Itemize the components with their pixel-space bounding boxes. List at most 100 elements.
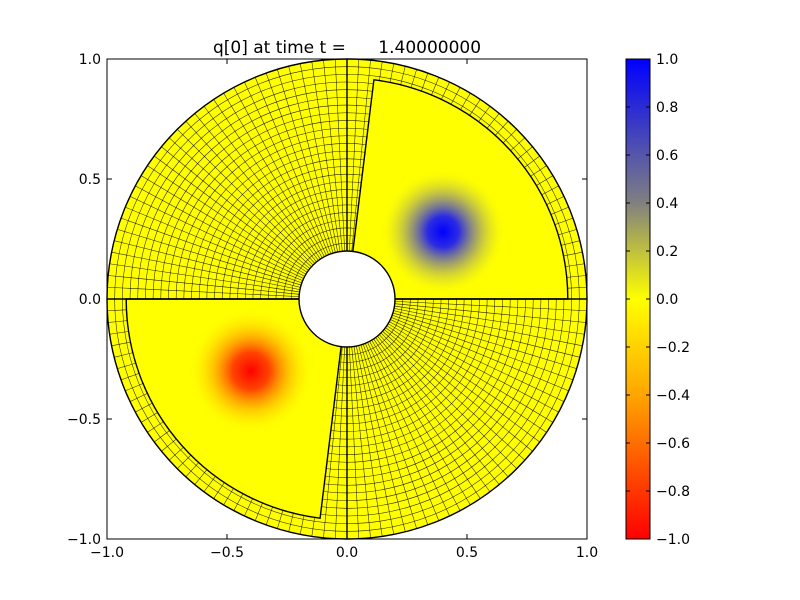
mesh-radial-line bbox=[147, 165, 308, 273]
mesh-radial-line bbox=[360, 344, 417, 529]
mesh-arc bbox=[325, 298, 526, 478]
mesh-arc bbox=[145, 97, 372, 300]
mesh-radial-line bbox=[566, 275, 586, 278]
y-axis: −1.0 −0.5 0.0 0.5 1.0 bbox=[67, 52, 587, 548]
mesh-radial-line bbox=[154, 430, 170, 443]
mesh-radial-line bbox=[349, 346, 360, 539]
mesh-radial-line bbox=[185, 462, 199, 478]
mesh-arc bbox=[260, 212, 358, 300]
mesh-arc bbox=[334, 298, 450, 401]
mesh-radial-line bbox=[323, 60, 343, 252]
mesh-radial-line bbox=[323, 346, 343, 538]
colorbar-tick-label: 0.6 bbox=[656, 148, 678, 164]
mesh-radial-line bbox=[373, 338, 481, 499]
mesh-radial-line bbox=[486, 113, 500, 129]
mesh-radial-line bbox=[565, 263, 585, 267]
mesh-radial-line bbox=[450, 87, 461, 105]
mesh-arc bbox=[137, 89, 373, 300]
mesh-radial-line bbox=[233, 493, 244, 511]
mesh-radial-line bbox=[441, 81, 450, 100]
mesh-radial-line bbox=[233, 87, 325, 257]
mesh-radial-line bbox=[379, 334, 509, 478]
mesh-radial-line bbox=[108, 320, 128, 323]
mesh-radial-line bbox=[194, 113, 317, 263]
mesh-arc bbox=[221, 173, 363, 300]
mesh-radial-line bbox=[135, 185, 305, 277]
mesh-arc bbox=[252, 204, 359, 300]
mesh-radial-line bbox=[107, 286, 300, 297]
mesh-arc bbox=[330, 298, 480, 432]
positive-blob bbox=[380, 169, 506, 295]
mesh-arc bbox=[275, 227, 356, 300]
mesh-radial-line bbox=[203, 106, 319, 261]
mesh-radial-line bbox=[334, 346, 345, 539]
mesh-radial-line bbox=[478, 106, 491, 122]
x-tick-label: 1.0 bbox=[576, 545, 598, 561]
colorbar-tick-label: −0.4 bbox=[656, 388, 690, 404]
colorbar-tick-label: −0.6 bbox=[656, 436, 690, 452]
colorbar: 1.0 0.8 0.6 0.4 0.2 0.0 −0.2 −0.4 −0.6 −0.8 −1.0 bbox=[625, 52, 690, 548]
colorbar-ticks: 1.0 0.8 0.6 0.4 0.2 0.0 −0.2 −0.4 −0.6 −0.8 −1.0 bbox=[626, 52, 690, 548]
mesh-radial-line bbox=[223, 93, 323, 258]
mesh-radial-line bbox=[265, 72, 332, 254]
colorbar-tick-label: 0.8 bbox=[656, 100, 678, 116]
mesh-radial-line bbox=[392, 312, 577, 369]
mesh-radial-line bbox=[358, 345, 406, 532]
y-tick-label: −0.5 bbox=[67, 412, 101, 428]
mesh-radial-line bbox=[311, 61, 341, 252]
mesh-arc bbox=[160, 112, 370, 300]
mesh-radial-line bbox=[567, 286, 587, 289]
mesh-radial-line bbox=[353, 346, 383, 537]
mesh-radial-line bbox=[114, 352, 133, 358]
mesh-radial-line bbox=[546, 196, 565, 205]
mesh-radial-line bbox=[177, 129, 314, 266]
mesh-radial-line bbox=[111, 341, 131, 347]
mesh-radial-line bbox=[367, 342, 450, 517]
mesh-radial-line bbox=[558, 229, 577, 236]
mesh-radial-line bbox=[117, 229, 302, 286]
mesh-radial-line bbox=[362, 344, 429, 526]
mesh-radial-line bbox=[277, 510, 284, 529]
mesh-arc bbox=[168, 120, 369, 300]
y-tick-label: 0.5 bbox=[79, 172, 101, 188]
mesh-arc bbox=[338, 298, 419, 371]
mesh-radial-line bbox=[349, 59, 360, 252]
mesh-arc bbox=[244, 197, 360, 300]
mesh-radial-line bbox=[117, 362, 136, 369]
mesh-radial-line bbox=[375, 337, 491, 492]
mesh-arc bbox=[327, 298, 511, 463]
mesh-arc bbox=[329, 298, 488, 440]
mesh-arc bbox=[320, 298, 565, 517]
mesh-radial-line bbox=[393, 310, 580, 358]
mesh-radial-line bbox=[563, 251, 583, 257]
mesh-arc bbox=[323, 298, 542, 494]
mesh-radial-line bbox=[391, 317, 569, 392]
mesh-arc bbox=[206, 158, 365, 300]
mesh-radial-line bbox=[386, 325, 547, 433]
mesh-radial-line bbox=[168, 447, 184, 461]
mesh-radial-line bbox=[223, 488, 234, 505]
mesh-arc bbox=[214, 166, 364, 300]
mesh-radial-line bbox=[421, 72, 429, 92]
mesh-radial-line bbox=[524, 155, 540, 168]
mesh-radial-line bbox=[530, 165, 547, 177]
mesh-radial-line bbox=[460, 93, 471, 110]
mesh-arc bbox=[324, 298, 534, 486]
mesh-radial-line bbox=[550, 206, 569, 215]
mesh-arc bbox=[283, 235, 355, 300]
mesh-arc bbox=[335, 298, 442, 394]
mesh-radial-line bbox=[365, 343, 440, 521]
mesh-radial-line bbox=[517, 146, 533, 160]
mesh-radial-line bbox=[109, 263, 300, 293]
mesh-radial-line bbox=[265, 506, 273, 526]
x-tick-label: 0.0 bbox=[336, 545, 358, 561]
mesh-radial-line bbox=[383, 329, 533, 452]
mesh-arc bbox=[326, 298, 519, 471]
x-axis: −1.0 −0.5 0.0 0.5 1.0 bbox=[90, 59, 598, 561]
mesh-radial-line bbox=[129, 393, 148, 402]
colorbar-tick-label: −1.0 bbox=[656, 532, 690, 548]
colorbar-tick-label: 0.4 bbox=[656, 196, 678, 212]
mesh-radial-line bbox=[541, 185, 559, 196]
mesh-arc bbox=[328, 298, 503, 455]
mesh-radial-line bbox=[351, 60, 371, 252]
